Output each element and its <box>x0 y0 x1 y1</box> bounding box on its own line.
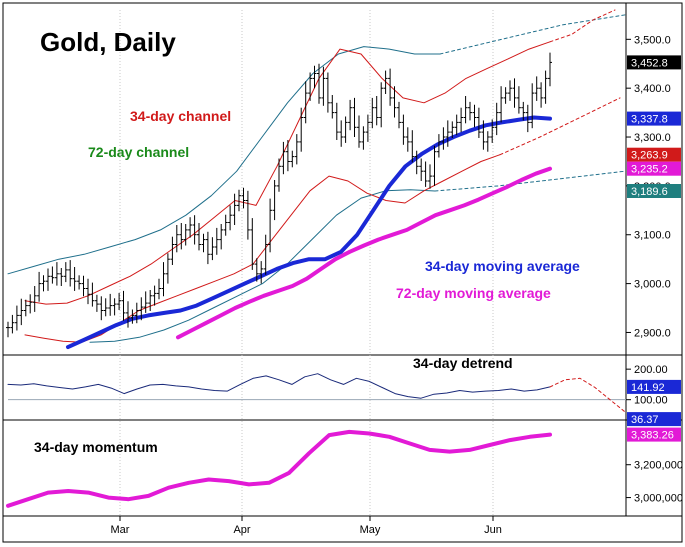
detrend-line <box>7 373 551 399</box>
channel72-upper-line <box>7 46 441 275</box>
y-tick-label: 3,300.0 <box>634 132 671 144</box>
y-tick-label: 3,400.0 <box>634 83 671 95</box>
main-value-tag-box <box>627 161 681 176</box>
channel72-lower-projection <box>434 170 626 192</box>
value-tags-layer: 3,452.8 3,337.8 3,263.9 3,235.2 3,189.6 141.9… <box>627 55 681 442</box>
main-value-tag-box <box>627 111 681 126</box>
y-tick-label: 3,000.0 <box>634 279 671 291</box>
x-tick-label: Jun <box>484 524 502 536</box>
detrend-tick-label: 100.00 <box>634 395 668 407</box>
main-value-tag-label: 3,235.2 <box>631 164 668 176</box>
detrend-value-tag-label: 141.92 <box>631 382 665 394</box>
channel34-lower-projection <box>499 97 621 156</box>
x-tick-label: Apr <box>233 524 250 536</box>
annotation-34-day-detrend: 34-day detrend <box>413 355 513 371</box>
channel72-lower-line <box>89 189 436 343</box>
annotation-72-day-ma: 72-day moving average <box>396 285 551 301</box>
ma72-line <box>176 166 552 340</box>
main-value-tag-box <box>627 184 681 198</box>
y-tick-label: 3,100.0 <box>634 230 671 242</box>
main-value-tag-label: 3,189.6 <box>631 186 668 198</box>
main-value-tag-label: 3,263.9 <box>631 150 668 162</box>
x-tick-label: May <box>360 524 381 536</box>
y-tick-label: 2,900.0 <box>634 327 671 339</box>
main-value-tag-box <box>627 147 681 162</box>
annotation-34-day-momentum: 34-day momentum <box>34 439 158 455</box>
momentum-tick-label: 3,200,000 <box>634 460 683 472</box>
detrend-projection <box>549 377 626 413</box>
momentum-line <box>6 429 552 508</box>
y-tick-label: 3,500.0 <box>634 34 671 46</box>
detrend-value-tag-box <box>627 412 681 427</box>
grid-layer <box>8 10 626 516</box>
series-layer <box>6 9 626 508</box>
annotation-34-day-channel: 34-day channel <box>130 108 231 124</box>
annotation-34-day-ma: 34-day moving average <box>425 258 580 274</box>
ma34-line <box>66 115 552 350</box>
channel34-upper-projection <box>549 9 616 43</box>
detrend-tick-label: 200.00 <box>634 364 668 376</box>
main-value-tag-label: 3,452.8 <box>631 57 668 69</box>
price-bars-layer <box>6 52 552 338</box>
channel34-lower-line <box>24 154 501 343</box>
annotation-72-day-channel: 72-day channel <box>88 144 189 160</box>
detrend-value-tag-box <box>627 379 681 394</box>
momentum-value-tag-box <box>627 427 681 442</box>
momentum-tick-label: 3,000,000 <box>634 493 683 505</box>
detrend-value-tag-label: 36.37 <box>631 414 659 426</box>
main-value-tag-box <box>627 55 681 70</box>
main-value-tag-label: 3,337.8 <box>631 114 668 126</box>
tick-labels-layer: MarAprMayJun3,500.03,400.03,300.03,200.0… <box>111 34 683 536</box>
x-tick-label: Mar <box>111 524 130 536</box>
momentum-value-tag-label: 3,383.26 <box>631 430 674 442</box>
chart-title: Gold, Daily <box>40 27 176 57</box>
